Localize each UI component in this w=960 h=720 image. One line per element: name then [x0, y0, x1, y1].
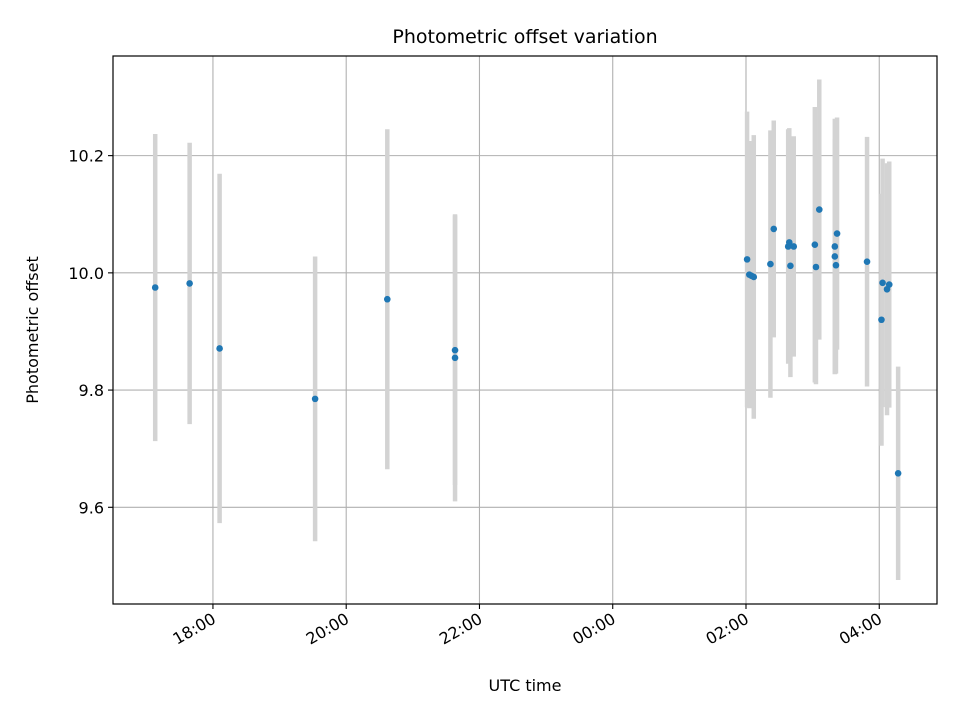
data-point	[451, 346, 459, 354]
y-tick-label: 9.8	[79, 381, 104, 400]
data-point	[787, 262, 794, 270]
data-point	[216, 345, 223, 352]
plot-frame	[112, 55, 938, 605]
y-tick-label: 10.2	[68, 147, 104, 166]
data-point	[311, 395, 319, 403]
x-axis-label: UTC time	[489, 676, 562, 695]
data-point	[831, 243, 839, 250]
data-point	[186, 280, 193, 287]
y-tick-label: 9.6	[79, 498, 104, 517]
data-point	[879, 279, 886, 287]
data-point	[812, 263, 820, 271]
data-point	[743, 256, 751, 263]
chart-title: Photometric offset variation	[392, 26, 657, 48]
data-point	[878, 316, 885, 324]
data-point	[151, 284, 159, 291]
data-point	[451, 354, 459, 362]
data-point	[811, 241, 819, 249]
data-point	[770, 225, 778, 233]
y-axis-label: Photometric offset	[23, 256, 42, 404]
data-point	[894, 470, 902, 477]
data-point	[885, 281, 893, 288]
data-point	[790, 243, 798, 250]
y-tick-label: 10.0	[68, 264, 104, 283]
data-point	[383, 295, 391, 303]
data-points	[151, 206, 902, 477]
data-point	[863, 258, 871, 266]
data-point	[833, 230, 841, 237]
data-point	[832, 261, 840, 269]
data-point	[786, 239, 793, 246]
data-point	[750, 273, 758, 281]
data-point	[831, 253, 839, 260]
data-point	[815, 206, 823, 213]
data-point	[767, 260, 774, 268]
